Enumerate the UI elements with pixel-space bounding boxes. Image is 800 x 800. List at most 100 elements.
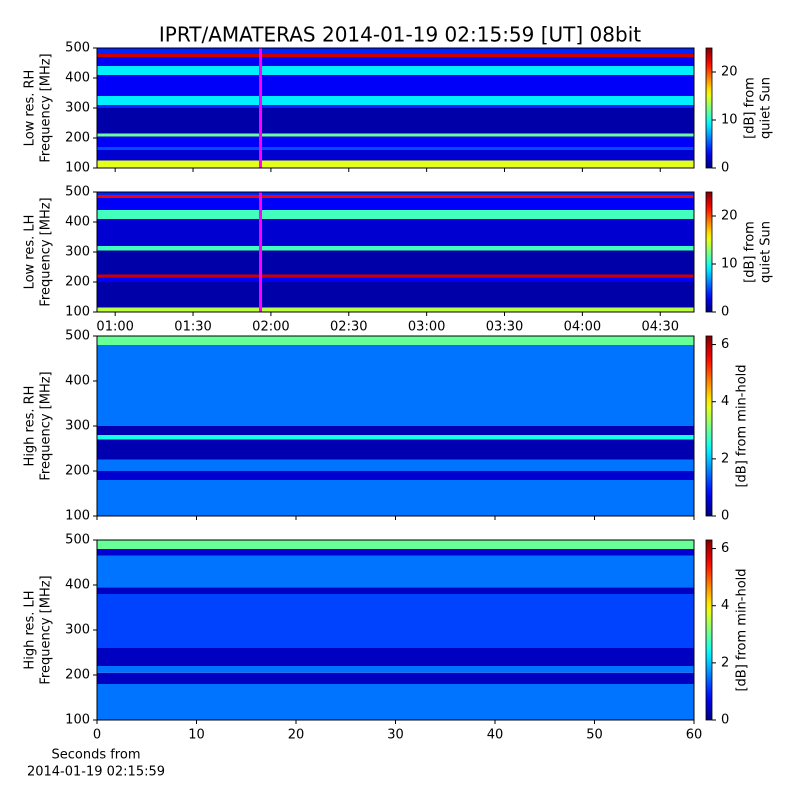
x-tick-label: 0: [93, 728, 101, 743]
y-tick-label: 100: [65, 305, 90, 320]
x-tick-label: 04:30: [642, 320, 679, 335]
y-tick-label: 200: [65, 275, 90, 290]
x-tick-label: 03:00: [408, 320, 445, 335]
heatmap-band: [97, 198, 694, 210]
heatmap-band: [97, 48, 694, 54]
colorbar-tick-label: 6: [721, 541, 729, 556]
y-tick-label: 100: [65, 509, 90, 524]
heatmap-band: [97, 277, 694, 282]
x-tick-label: 60: [686, 728, 703, 743]
x-tick-label: 30: [387, 728, 404, 743]
heatmap-band: [97, 336, 694, 345]
colorbar-tick-label: 2: [721, 655, 729, 670]
heatmap-band: [97, 133, 694, 137]
colorbar-label: [dB] from min-hold: [735, 568, 750, 691]
y-tick-label: 500: [65, 329, 90, 344]
heatmap-band: [97, 648, 694, 666]
y-axis-label: High res. RH: [23, 386, 38, 467]
y-axis-label: High res. LH: [23, 590, 38, 669]
colorbar-label: [dB] from min-hold: [735, 364, 750, 487]
colorbar: [705, 335, 713, 517]
figure-title: IPRT/AMATERAS 2014-01-19 02:15:59 [UT] 0…: [159, 23, 641, 47]
y-tick-label: 200: [65, 131, 90, 146]
heatmap-band: [97, 96, 694, 105]
colorbar: [705, 539, 713, 721]
y-axis-label: Frequency [MHz]: [39, 197, 54, 306]
y-tick-label: 400: [65, 578, 90, 593]
y-tick-label: 500: [65, 533, 90, 548]
colorbar: [705, 191, 713, 313]
heatmap-band: [97, 672, 694, 684]
colorbar-label: [dB] from: [743, 221, 758, 283]
heatmap-band: [97, 160, 694, 168]
x-tick-label: 02:00: [252, 320, 289, 335]
y-tick-label: 300: [65, 245, 90, 260]
heatmap-band: [97, 108, 694, 134]
colorbar-tick-label: 2: [721, 451, 729, 466]
y-tick-label: 100: [65, 713, 90, 728]
y-axis-label: Low res. RH: [23, 70, 38, 147]
heatmap-band: [97, 549, 694, 556]
heatmap-band: [97, 480, 694, 516]
y-axis-label: Low res. LH: [23, 215, 38, 290]
y-tick-label: 300: [65, 101, 90, 116]
colorbar-label: [dB] from: [743, 77, 758, 139]
x-tick-label: 50: [586, 728, 603, 743]
x-tick-label: 20: [288, 728, 305, 743]
heatmap-band: [97, 105, 694, 108]
colorbar-tick-label: 4: [721, 394, 729, 409]
x-tick-label: 01:00: [96, 320, 133, 335]
heatmap-band: [97, 282, 694, 308]
heatmap-band: [97, 147, 694, 150]
y-tick-label: 200: [65, 668, 90, 683]
heatmap-band: [97, 684, 694, 720]
heatmap-band: [97, 136, 694, 147]
x-tick-label: 02:30: [330, 320, 367, 335]
heatmap-band: [97, 459, 694, 471]
colorbar-tick-label: 0: [721, 509, 729, 524]
y-tick-label: 400: [65, 215, 90, 230]
heatmap-band: [97, 439, 694, 460]
x-tick-label: 03:30: [486, 320, 523, 335]
y-tick-label: 300: [65, 623, 90, 638]
heatmap-band: [97, 587, 694, 594]
colorbar-tick-label: 10: [721, 113, 738, 128]
x-tick-label: 10: [188, 728, 205, 743]
colorbar-tick-label: 6: [721, 337, 729, 352]
colorbar-tick-label: 10: [721, 257, 738, 272]
heatmap-band: [97, 246, 694, 251]
y-tick-label: 200: [65, 464, 90, 479]
y-tick-label: 500: [65, 185, 90, 200]
colorbar-label: quiet Sun: [759, 221, 774, 283]
y-tick-label: 400: [65, 71, 90, 86]
colorbar-tick-label: 4: [721, 598, 729, 613]
colorbar-tick-label: 0: [721, 305, 729, 320]
heatmap-band: [97, 307, 694, 312]
heatmap-band: [97, 66, 694, 75]
heatmap-band: [97, 555, 694, 588]
heatmap-band: [97, 274, 694, 278]
colorbar-label: quiet Sun: [759, 77, 774, 139]
heatmap-band: [97, 471, 694, 480]
colorbar-tick-label: 0: [721, 713, 729, 728]
heatmap-band: [97, 666, 694, 673]
heatmap-band: [97, 250, 694, 275]
heatmap-band: [97, 210, 694, 219]
colorbar-tick-label: 20: [721, 209, 738, 224]
y-axis-label: Frequency [MHz]: [39, 371, 54, 480]
heatmap-band: [97, 75, 694, 96]
x-axis-label: Seconds from: [51, 748, 140, 763]
y-tick-label: 500: [65, 41, 90, 56]
colorbar-tick-label: 0: [721, 161, 729, 176]
heatmap-band: [97, 435, 694, 440]
heatmap-band: [97, 195, 694, 198]
heatmap-band: [97, 540, 694, 549]
heatmap-band: [97, 192, 694, 195]
y-tick-label: 300: [65, 419, 90, 434]
heatmap-band: [97, 57, 694, 66]
x-axis-label: 2014-01-19 02:15:59: [27, 765, 165, 780]
heatmap-band: [97, 426, 694, 435]
x-tick-label: 40: [487, 728, 504, 743]
heatmap-band: [97, 345, 694, 426]
